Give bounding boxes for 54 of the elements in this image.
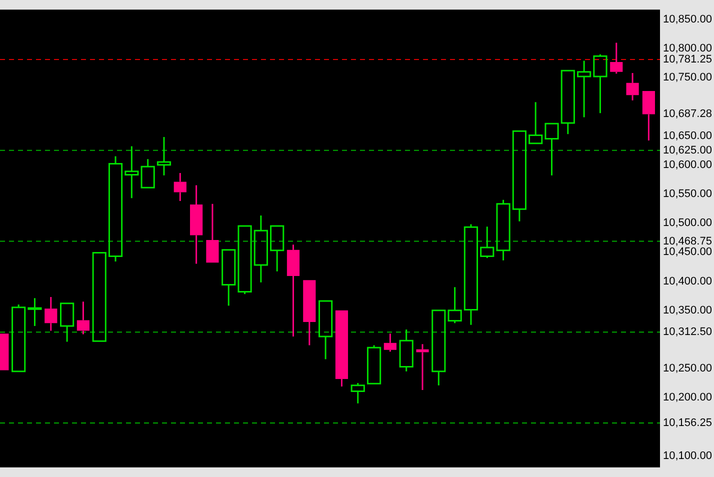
candlestick [124,146,139,199]
candlestick [560,70,575,135]
candlestick [270,225,284,272]
candlestick [28,297,42,327]
y-tick-label: 10,250.00 [663,362,712,375]
candlestick [544,122,559,176]
candlestick [303,280,316,346]
candlestick [577,60,592,118]
candlestick [528,101,543,144]
candlestick [464,224,478,326]
candlestick [190,184,203,265]
candlestick [350,382,365,404]
candlestick [593,54,608,114]
y-tick-label: 10,687.28 [663,108,712,120]
candlestick [140,158,155,188]
candlestick [108,155,123,262]
candlestick [156,136,172,176]
y-tick-label: 10,550.00 [663,188,712,200]
y-tick-label: 10,750.00 [663,72,712,84]
candlestick [174,172,186,202]
ref-line-label: 10,156.25 [663,417,712,430]
y-tick-label: 10,850.00 [663,14,712,26]
candlestick [318,300,333,360]
y-tick-label: 10,450.00 [663,246,712,258]
y-tick-label: 10,100.00 [663,450,712,462]
candlestick [254,214,268,284]
y-tick-label: 10,500.00 [663,217,712,230]
candlestick [432,310,446,386]
candlestick [512,130,526,222]
ref-line-label: 10,312.50 [663,326,712,338]
candlestick [399,328,414,372]
candlestick [384,332,396,352]
ref-line-label: 10,781.25 [663,54,712,66]
candlestick [286,244,300,338]
y-tick-label: 10,400.00 [663,275,712,288]
ref-line-label: 10,625.00 [663,144,712,156]
candlestick [222,249,236,306]
candlestick [44,296,58,332]
candlestick [448,286,462,324]
candlestick [60,302,74,342]
candlestick [496,199,510,262]
y-tick-label: 10,800.00 [663,42,712,55]
candlestick [610,42,623,74]
candlestick [76,300,90,335]
y-tick-label: 10,350.00 [663,304,712,316]
candlestick [642,91,655,142]
y-tick-label: 10,600.00 [663,158,712,171]
ref-line-label: 10,468.75 [663,235,712,248]
candlestick [480,226,494,259]
y-tick-label: 10,650.00 [663,130,712,142]
candlestick [626,72,639,102]
y-tick-label: 10,200.00 [663,392,712,404]
candlestick [335,310,348,388]
candlestick [206,203,219,263]
